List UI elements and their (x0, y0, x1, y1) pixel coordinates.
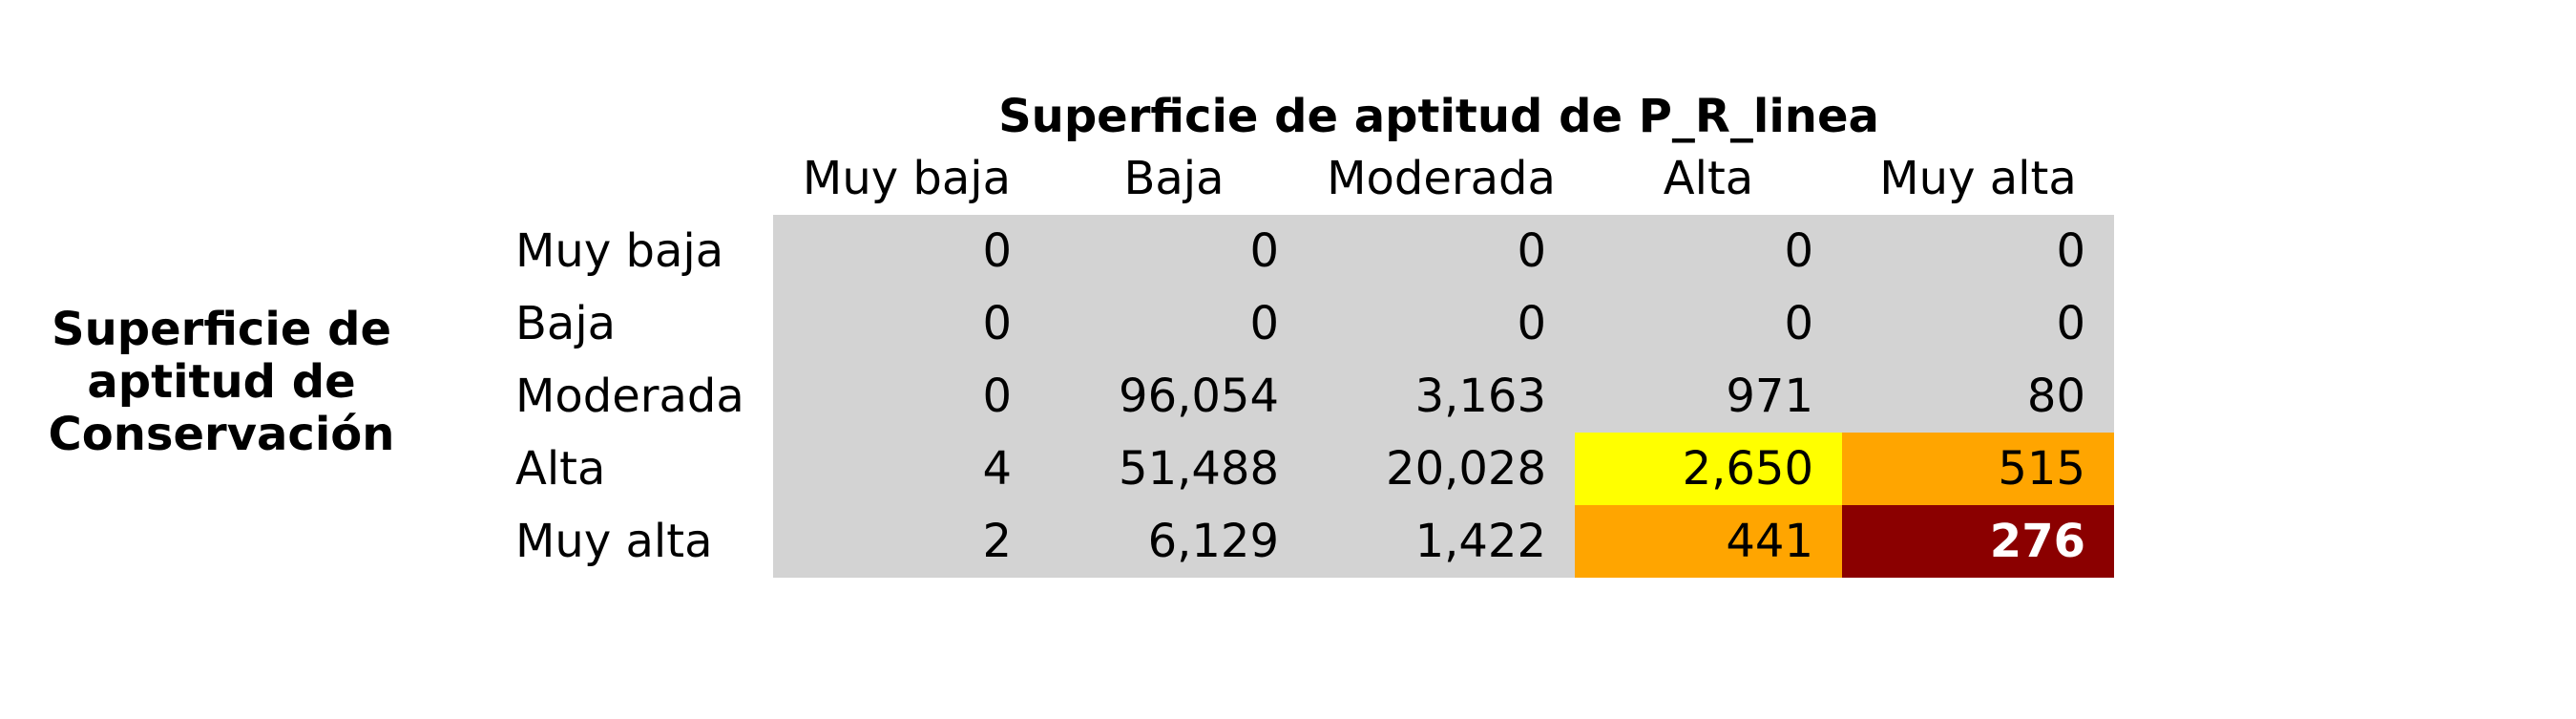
row-label: Baja (515, 297, 617, 350)
heatmap-cell: 96,054 (1040, 360, 1308, 433)
row-label: Muy alta (515, 515, 713, 568)
heatmap-cell: 441 (1575, 505, 1842, 578)
heatmap-cell: 0 (1842, 215, 2114, 287)
heatmap-cell: 1,422 (1308, 505, 1575, 578)
heatmap-cell: 0 (773, 360, 1040, 433)
column-header: Alta (1663, 152, 1754, 205)
heatmap-cell: 20,028 (1308, 433, 1575, 505)
heatmap-cell: 4 (773, 433, 1040, 505)
column-header: Muy baja (802, 152, 1012, 205)
column-header: Baja (1123, 152, 1225, 205)
heatmap-cell: 3,163 (1308, 360, 1575, 433)
column-header: Muy alta (1879, 152, 2077, 205)
heatmap-cell: 971 (1575, 360, 1842, 433)
row-label: Moderada (515, 370, 744, 423)
row-axis-title-line: Conservación (48, 408, 395, 461)
row-label: Alta (515, 442, 606, 496)
column-header: Moderada (1327, 152, 1556, 205)
heatmap-cell: 80 (1842, 360, 2114, 433)
heatmap-cell: 0 (773, 287, 1040, 360)
heatmap-cell: 0 (1575, 287, 1842, 360)
heatmap-cell: 276 (1842, 505, 2114, 578)
row-axis-title-line: Superficie de (52, 303, 391, 356)
row-axis-title: Superficie de aptitud de Conservación (21, 304, 422, 461)
heatmap-cell: 0 (1575, 215, 1842, 287)
heatmap-cell: 2 (773, 505, 1040, 578)
row-axis-title-line: aptitud de (87, 355, 356, 409)
heatmap-cell: 0 (1040, 287, 1308, 360)
heatmap-cell: 0 (773, 215, 1040, 287)
heatmap-cell: 51,488 (1040, 433, 1308, 505)
heatmap-cell: 2,650 (1575, 433, 1842, 505)
row-label: Muy baja (515, 224, 724, 278)
column-axis-title: Superficie de aptitud de P_R_linea (998, 90, 1879, 143)
heatmap-cell: 0 (1842, 287, 2114, 360)
heatmap-cell: 515 (1842, 433, 2114, 505)
heatmap-cell: 6,129 (1040, 505, 1308, 578)
heatmap-cell: 0 (1308, 215, 1575, 287)
heatmap-cell: 0 (1040, 215, 1308, 287)
heatmap-cell: 0 (1308, 287, 1575, 360)
